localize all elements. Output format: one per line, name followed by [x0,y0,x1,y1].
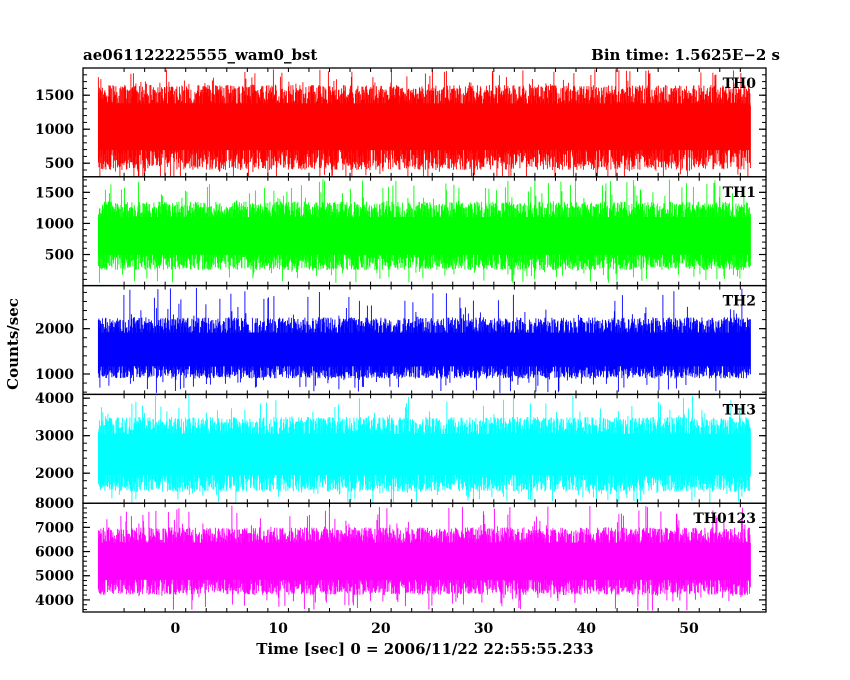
y-tick-label: 8000 [35,496,74,512]
series-line-th0123 [97,505,751,611]
panel-frame [82,502,767,613]
x-tick-label: 0 [171,621,181,637]
series-line-th3 [97,394,751,503]
y-tick-label: 5000 [35,569,74,585]
x-tick-label: 10 [268,621,288,637]
panel-label-th3: TH3 [723,402,756,418]
panel-label-th0123: TH0123 [693,511,756,527]
y-tick-label: 6000 [35,545,74,561]
y-axis-label: Counts/sec [4,298,22,390]
y-tick-label: 1500 [35,185,74,201]
panel-label-th1: TH1 [723,185,756,201]
panel-th0: 500 1000 1500 TH0 [35,67,767,178]
panel-th2: 1000 2000 TH2 [35,284,767,396]
series-line-th1 [97,179,751,283]
panel-th3: 2000 3000 4000 TH3 [35,391,767,504]
chart-subtitle: Bin time: 1.5625E−2 s [591,46,780,64]
y-tick-label: 3000 [35,429,74,445]
panels: 500 1000 1500 TH0 500 1000 1500 TH1 1000 2000 TH2 2… [35,67,767,613]
y-tick-label: 500 [45,156,74,172]
chart-title: ae061122225555_wam0_bst [83,46,317,64]
x-tick-label: 50 [679,621,699,637]
panel-th1: 500 1000 1500 TH1 [35,176,767,287]
y-tick-label: 500 [45,248,74,264]
y-tick-label: 1500 [35,88,74,104]
y-tick-label: 1000 [35,367,74,383]
y-tick-label: 7000 [35,520,74,536]
y-tick-label: 4000 [35,593,74,609]
panel-th0123: 4000 5000 6000 7000 8000 TH0123 [35,496,767,613]
series-line-th0 [97,69,751,177]
y-tick-label: 2000 [35,466,74,482]
x-axis-label: Time [sec] 0 = 2006/11/22 22:55:55.233 [256,640,593,658]
series-line-th2 [97,287,751,393]
y-tick-label: 1000 [35,122,74,138]
x-tick-label: 40 [577,621,597,637]
y-tick-label: 1000 [35,216,74,232]
x-tick-labels: 0 10 20 30 40 50 [171,621,699,637]
y-tick-label: 2000 [35,322,74,338]
x-tick-label: 20 [371,621,391,637]
y-tick-label: 4000 [35,391,74,407]
x-tick-label: 30 [474,621,494,637]
panel-label-th0: TH0 [723,76,757,92]
panel-label-th2: TH2 [723,294,756,310]
